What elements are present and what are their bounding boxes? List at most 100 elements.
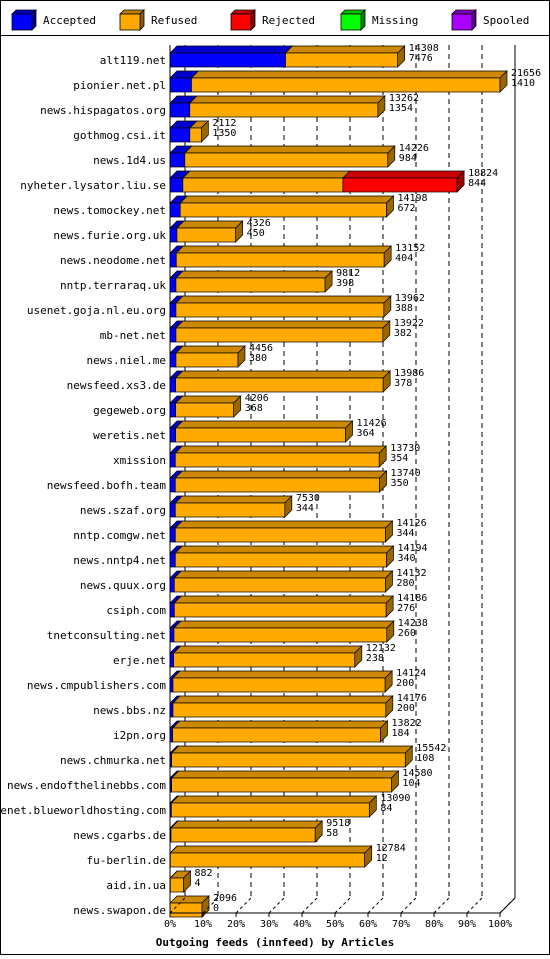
host-label: news.neodome.net (60, 254, 166, 267)
bar-segment-refused (174, 653, 355, 667)
bar-segment-accepted (170, 428, 176, 442)
value-label-accepted: 364 (357, 428, 375, 439)
bar-segment-accepted (170, 103, 190, 117)
value-label-accepted: 276 (397, 603, 415, 614)
value-label-accepted: 344 (296, 503, 314, 514)
bar-segment-accepted (170, 203, 180, 217)
bar-row (170, 321, 390, 342)
value-label-accepted: 404 (395, 253, 413, 264)
bar-segment-refused (171, 828, 315, 842)
bar-row (170, 696, 393, 717)
host-label: newsfeed.bofh.team (47, 479, 167, 492)
x-tick-label: 30% (260, 919, 278, 930)
value-label-accepted: 84 (380, 803, 392, 814)
value-label-accepted: 12 (376, 853, 388, 864)
bar-segment-accepted (170, 78, 191, 92)
value-label-accepted: 260 (398, 628, 416, 639)
host-label: newsfeed.xs3.de (67, 379, 166, 392)
x-tick-label: 60% (359, 919, 377, 930)
legend-swatch-side (32, 10, 36, 30)
host-label: news.cmpublishers.com (27, 679, 166, 692)
bar-row (170, 146, 395, 167)
host-label: news.bbs.nz (93, 704, 166, 717)
host-label: mb-net.net (100, 329, 166, 342)
bar-top-refused (174, 571, 392, 578)
x-tick-label: 80% (425, 919, 443, 930)
bar-segment-refused (175, 478, 379, 492)
host-label: gegeweb.org (93, 404, 166, 417)
bar-top-refused (173, 671, 392, 678)
x-tick-label: 10% (194, 919, 212, 930)
bar-segment-refused (175, 528, 385, 542)
value-label-accepted: 340 (397, 553, 415, 564)
x-tick-label: 100% (488, 919, 512, 930)
host-label: tnetconsulting.net (47, 629, 166, 642)
bar-row (170, 746, 412, 767)
value-label-accepted: 58 (326, 828, 338, 839)
bar-top-refused (175, 471, 386, 478)
bar-top-refused (171, 796, 376, 803)
bar-segment-accepted (170, 503, 175, 517)
x-tick-label: 40% (293, 919, 311, 930)
value-label-accepted: 984 (399, 153, 417, 164)
bar-row (170, 721, 388, 742)
bar-row (170, 846, 372, 867)
legend-swatch (341, 14, 361, 30)
bar-row (170, 171, 464, 192)
bar-row (170, 271, 332, 292)
host-label: usenet.goja.nl.eu.org (27, 304, 166, 317)
bar-row (170, 371, 390, 392)
host-label: news.hispagatos.org (40, 104, 166, 117)
bar-top-refused (175, 446, 386, 453)
value-label-accepted: 388 (395, 303, 413, 314)
bar-top-refused (176, 246, 391, 253)
bar-row (170, 46, 405, 67)
value-label-accepted: 108 (416, 753, 434, 764)
bar-segment-refused (180, 203, 386, 217)
bar-row (170, 621, 394, 642)
bar-segment-accepted (170, 303, 176, 317)
bar-row (170, 396, 241, 417)
bar-top-refused (174, 646, 362, 653)
bar-top-refused (191, 71, 507, 78)
bar-segment-refused (191, 78, 500, 92)
bar-segment-refused (190, 128, 202, 142)
bar-segment-accepted (170, 453, 175, 467)
bar-segment-accepted (170, 328, 176, 342)
bar-top-refused (176, 396, 241, 403)
bar-segment-refused (176, 428, 346, 442)
bar-segment-accepted (170, 603, 174, 617)
bar-segment-refused (175, 553, 386, 567)
bar-segment-accepted (170, 278, 176, 292)
bar-segment-refused (176, 303, 384, 317)
bar-segment-accepted (170, 653, 174, 667)
value-label-accepted: 450 (247, 228, 265, 239)
bar-segment-accepted (170, 403, 176, 417)
x-tick-label: 20% (227, 919, 245, 930)
value-label-accepted: 4 (195, 878, 201, 889)
value-label-accepted: 844 (468, 178, 486, 189)
bar-row (170, 421, 353, 442)
value-label-accepted: 1350 (212, 128, 236, 139)
bar-top-refused (170, 846, 371, 853)
bar-segment-accepted (170, 153, 185, 167)
host-label: news.swapon.de (73, 904, 166, 917)
bar-segment-accepted (170, 628, 174, 642)
host-label: nntp.comgw.net (73, 529, 166, 542)
bar-segment-rejected (343, 178, 457, 192)
value-label-accepted: 368 (245, 403, 263, 414)
host-label: alt119.net (100, 54, 166, 67)
host-label: news.niel.me (87, 354, 166, 367)
legend-swatch-side (251, 10, 255, 30)
bar-segment-refused (185, 153, 388, 167)
bar-segment-accepted (170, 578, 174, 592)
bar-segment-accepted (170, 253, 176, 267)
bar-segment-accepted (170, 528, 175, 542)
bar-top-refused (190, 96, 385, 103)
value-label-accepted: 104 (402, 778, 420, 789)
bar-segment-refused (176, 328, 383, 342)
bar-segment-refused (176, 253, 384, 267)
bar-segment-refused (286, 53, 398, 67)
